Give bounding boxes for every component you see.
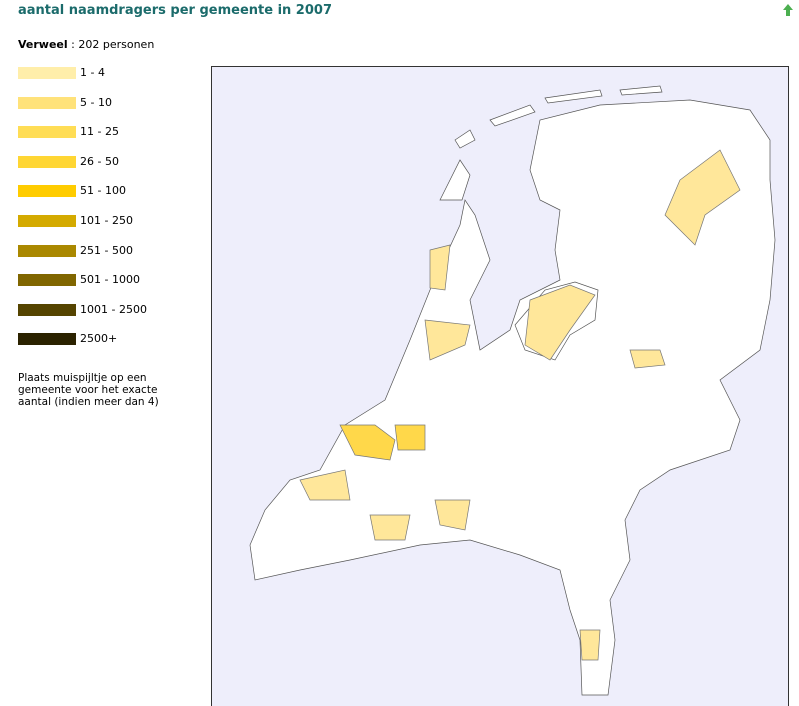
summary: Verweel : 202 personen (18, 38, 154, 51)
municipality-shaded (630, 350, 665, 368)
legend-item: 501 - 1000 (18, 273, 140, 287)
legend-item: 11 - 25 (18, 125, 119, 139)
count: : 202 personen (71, 38, 154, 51)
legend-item: 251 - 500 (18, 244, 133, 258)
surname: Verweel (18, 38, 68, 51)
legend-label: 2500+ (80, 332, 117, 345)
legend-item: 1 - 4 (18, 66, 105, 80)
legend-swatch (18, 156, 76, 168)
municipality-shaded (370, 515, 410, 540)
hint-line: aantal (indien meer dan 4) (18, 396, 188, 408)
hint-line: gemeente voor het exacte (18, 384, 188, 396)
legend-label: 501 - 1000 (80, 273, 140, 286)
back-to-top[interactable] (782, 3, 794, 17)
legend-label: 5 - 10 (80, 96, 112, 109)
legend-item: 26 - 50 (18, 155, 119, 169)
legend-swatch (18, 185, 76, 197)
legend-swatch (18, 126, 76, 138)
legend-item: 2500+ (18, 332, 117, 346)
legend-swatch (18, 67, 76, 79)
legend-label: 11 - 25 (80, 125, 119, 138)
hint-line: Plaats muispijltje op een (18, 372, 188, 384)
legend-swatch (18, 245, 76, 257)
legend-swatch (18, 215, 76, 227)
legend-label: 101 - 250 (80, 214, 133, 227)
municipality-shaded (395, 425, 425, 450)
legend-swatch (18, 274, 76, 286)
legend-label: 251 - 500 (80, 244, 133, 257)
page-title: aantal naamdragers per gemeente in 2007 (18, 3, 332, 18)
map[interactable] (211, 66, 799, 706)
legend-item: 101 - 250 (18, 214, 133, 228)
legend-label: 1001 - 2500 (80, 303, 147, 316)
legend-item: 1001 - 2500 (18, 303, 147, 317)
legend-label: 51 - 100 (80, 184, 126, 197)
legend-label: 26 - 50 (80, 155, 119, 168)
legend-swatch (18, 304, 76, 316)
legend-swatch (18, 97, 76, 109)
municipality-shaded (580, 630, 600, 660)
legend-item: 5 - 10 (18, 96, 112, 110)
legend-label: 1 - 4 (80, 66, 105, 79)
legend-item: 51 - 100 (18, 184, 126, 198)
legend-swatch (18, 333, 76, 345)
